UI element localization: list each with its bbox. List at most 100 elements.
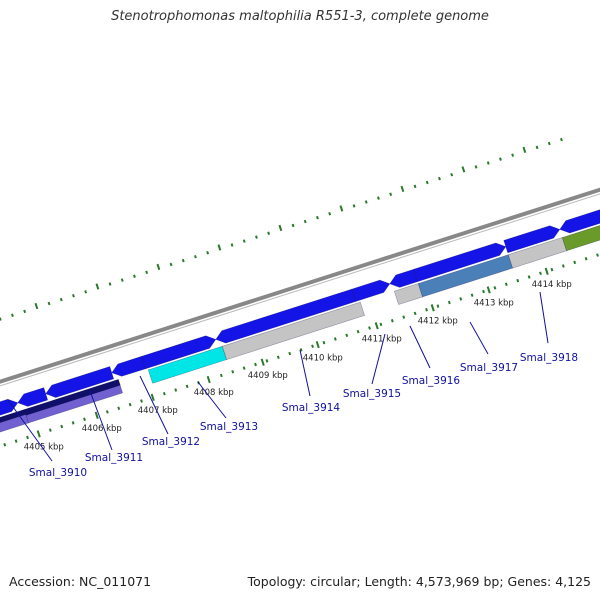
- outer-tick: [194, 254, 197, 259]
- genome-title: Stenotrophomonas maltophilia R551-3, com…: [111, 9, 489, 24]
- kbp-label: 4405 kbp: [24, 443, 64, 453]
- inner-tick: [60, 424, 64, 429]
- kbp-major-tick: [430, 304, 435, 312]
- genome-backbone: [0, 187, 600, 387]
- outer-tick: [413, 184, 417, 189]
- inner-tick: [527, 275, 531, 279]
- gene-leader-line: [469, 321, 489, 355]
- outer-tick: [499, 157, 502, 161]
- gene-leader-line: [139, 375, 169, 435]
- outer-tick: [23, 309, 27, 314]
- gene-arrow: [45, 366, 115, 398]
- inner-tick: [162, 391, 166, 396]
- inner-tick: [425, 308, 428, 312]
- gene-arrow: [389, 268, 419, 288]
- inner-tick: [3, 443, 7, 447]
- inner-tick: [402, 315, 406, 319]
- outer-tick: [389, 192, 393, 196]
- outer-tick: [450, 172, 454, 177]
- gene-label[interactable]: Smal_3918: [520, 352, 578, 364]
- outer-tick-ring: [0, 137, 563, 321]
- inner-tick: [83, 417, 86, 421]
- kbp-major-tick: [260, 358, 265, 366]
- gene-arrow: [0, 398, 19, 416]
- inner-tick: [482, 289, 485, 294]
- outer-tick: [303, 219, 307, 224]
- outer-tick: [59, 297, 63, 302]
- outer-tick: [400, 185, 405, 193]
- outer-tick: [425, 180, 429, 185]
- inner-tick: [311, 344, 314, 348]
- inner-tick: [539, 271, 542, 276]
- outer-tick: [242, 239, 246, 243]
- gene-label[interactable]: Smal_3914: [282, 402, 341, 414]
- inner-tick: [584, 256, 588, 261]
- gene-label[interactable]: Smal_3910: [29, 467, 87, 479]
- gene-label[interactable]: Smal_3917: [460, 362, 518, 374]
- inner-tick: [185, 384, 189, 389]
- outer-tick: [181, 258, 185, 263]
- inner-tick: [288, 351, 292, 356]
- kbp-major-tick: [150, 393, 155, 402]
- gene-arrow: [559, 209, 600, 234]
- outer-tick: [47, 301, 51, 306]
- outer-tick: [486, 161, 490, 165]
- kbp-label: 4411 kbp: [362, 334, 402, 344]
- inner-tick: [117, 406, 121, 411]
- gene-band: [561, 225, 600, 252]
- genome-summary-text: Topology: circular; Length: 4,573,969 bp…: [247, 574, 591, 589]
- outer-tick: [377, 196, 380, 200]
- outer-tick: [474, 165, 478, 169]
- gene-label[interactable]: Smal_3912: [142, 436, 200, 448]
- gene-arrow: [215, 288, 357, 344]
- gene-band-edge: [23, 379, 121, 416]
- backbone-line: [0, 193, 600, 387]
- kbp-label: 4414 kbp: [532, 280, 572, 290]
- outer-tick: [547, 141, 551, 146]
- gene-arrow: [141, 335, 217, 370]
- outer-tick: [84, 290, 88, 294]
- inner-tick: [573, 260, 577, 265]
- gene-arrow: [503, 225, 561, 254]
- inner-tick: [356, 329, 360, 334]
- outer-tick: [72, 293, 75, 298]
- inner-tick: [368, 326, 371, 330]
- kbp-major-tick: [374, 322, 379, 330]
- gene-band: [221, 301, 365, 360]
- inner-tick: [140, 399, 143, 403]
- inner-tick-ring: [3, 253, 599, 447]
- outer-tick: [267, 231, 271, 235]
- inner-tick: [26, 435, 29, 440]
- kbp-major-tick: [36, 430, 41, 438]
- kbp-major-tick: [206, 375, 211, 384]
- gene-leader-line: [197, 381, 227, 419]
- inner-tick: [299, 348, 303, 352]
- inner-tick: [265, 359, 269, 363]
- inner-tick: [379, 322, 383, 327]
- gene-label[interactable]: Smal_3913: [200, 421, 258, 433]
- kbp-major-tick: [486, 286, 491, 294]
- inner-tick: [504, 282, 508, 286]
- inner-tick: [242, 366, 246, 370]
- outer-tick: [255, 235, 258, 239]
- inner-tick: [231, 370, 235, 374]
- gene-leader-line: [89, 390, 113, 451]
- inner-tick: [516, 278, 520, 283]
- gene-leader-line: [7, 399, 53, 462]
- gene-label[interactable]: Smal_3911: [85, 452, 143, 464]
- accession-text: Accession: NC_011071: [9, 574, 152, 589]
- inner-tick: [596, 253, 599, 257]
- outer-tick: [511, 153, 515, 157]
- kbp-label: 4407 kbp: [138, 406, 178, 416]
- outer-tick: [11, 313, 14, 317]
- inner-tick: [345, 333, 349, 338]
- inner-tick: [493, 286, 497, 290]
- outer-tick: [169, 262, 173, 267]
- inner-tick: [561, 264, 565, 268]
- gene-label[interactable]: Smal_3916: [402, 375, 461, 387]
- inner-tick: [436, 304, 440, 308]
- kbp-major-tick: [315, 340, 320, 349]
- gene-label[interactable]: Smal_3915: [343, 388, 401, 400]
- backbone-line: [0, 187, 600, 384]
